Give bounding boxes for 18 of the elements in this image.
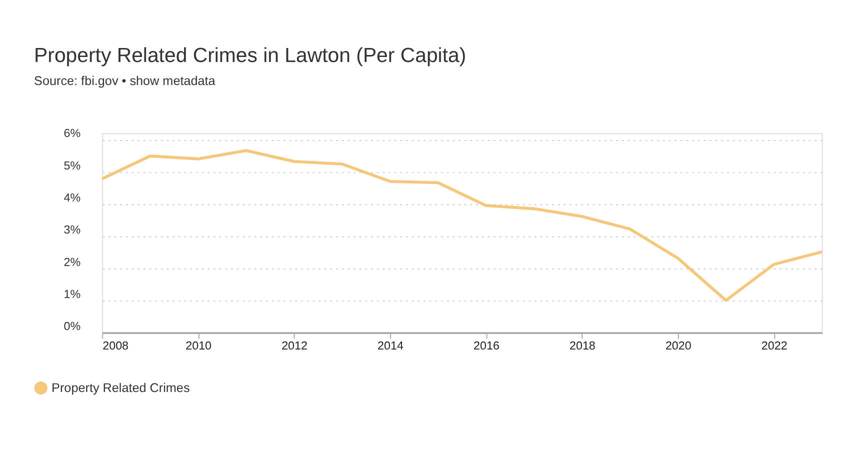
x-tick-label: 2012 <box>282 340 308 353</box>
y-tick-label: 4% <box>64 191 81 204</box>
y-tick-label: 0% <box>64 320 81 334</box>
x-tick-label: 2018 <box>569 340 596 353</box>
y-tick-label: 1% <box>64 288 81 301</box>
chart-title: Property Related Crimes in Lawton (Per Capita) <box>34 44 466 67</box>
x-tick-label: 2014 <box>378 340 404 353</box>
y-tick-label: 6% <box>64 127 81 140</box>
y-tick-label: 2% <box>64 256 81 269</box>
x-tick-label: 2010 <box>186 340 212 353</box>
x-tick-label: 2022 <box>761 340 788 353</box>
legend-label: Property Related Crimes <box>52 380 190 395</box>
chart-subtitle: Source: fbi.gov • show metadata <box>34 74 216 88</box>
x-tick-label: 2020 <box>665 340 692 353</box>
x-tick-label: 2016 <box>474 340 500 353</box>
x-tick-label: 2008 <box>102 340 129 353</box>
y-tick-label: 3% <box>64 224 81 237</box>
y-tick-label: 5% <box>64 159 81 172</box>
